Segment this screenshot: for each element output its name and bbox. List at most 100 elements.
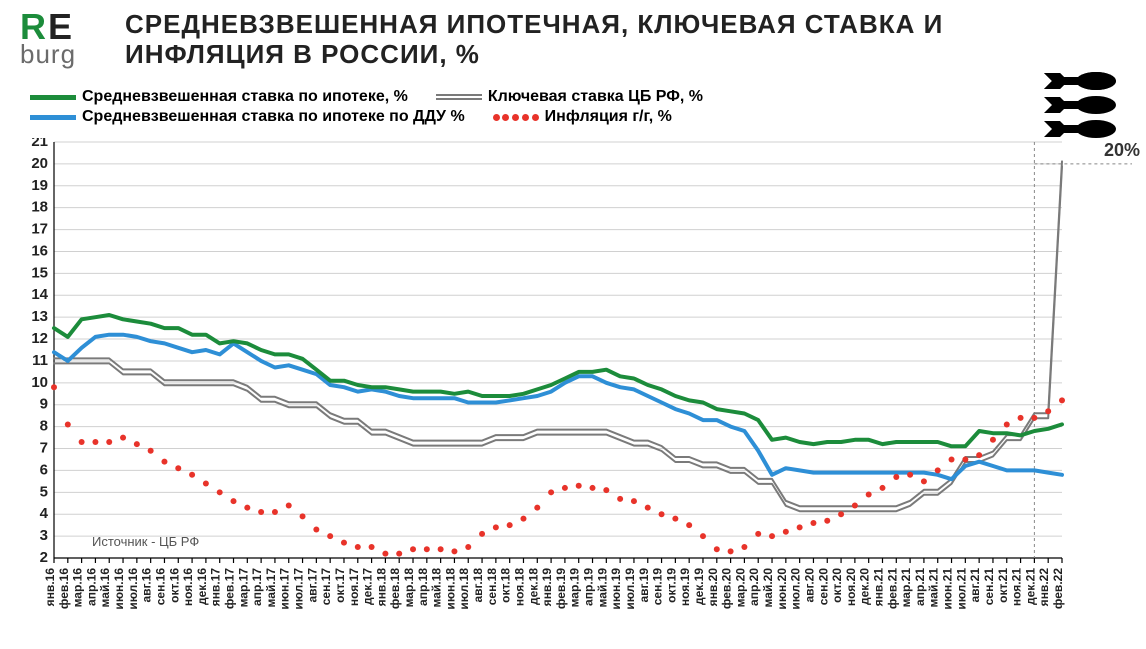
svg-text:окт.17: окт.17 [333, 568, 347, 603]
svg-text:ноя.18: ноя.18 [512, 568, 526, 606]
chart-title: СРЕДНЕВЗВЕШЕННАЯ ИПОТЕЧНАЯ, КЛЮЧЕВАЯ СТА… [125, 10, 1026, 70]
svg-text:3: 3 [40, 527, 48, 544]
svg-text:11: 11 [32, 352, 48, 369]
svg-text:апр.18: апр.18 [416, 568, 430, 606]
svg-text:21: 21 [31, 138, 48, 150]
svg-text:июл.20: июл.20 [789, 568, 803, 610]
svg-text:мар.19: мар.19 [568, 568, 582, 608]
svg-text:сен.19: сен.19 [651, 568, 665, 606]
svg-text:18: 18 [31, 199, 48, 216]
svg-text:авг.17: авг.17 [305, 568, 319, 603]
svg-text:фев.21: фев.21 [885, 568, 899, 609]
svg-text:фев.20: фев.20 [720, 568, 734, 609]
svg-text:8: 8 [40, 418, 48, 435]
svg-text:июн.18: июн.18 [443, 568, 457, 610]
legend-label-inflation: Инфляция г/г, % [545, 108, 672, 126]
svg-text:янв.20: янв.20 [706, 568, 720, 607]
svg-text:ноя.16: ноя.16 [181, 568, 195, 606]
svg-text:янв.22: янв.22 [1037, 568, 1051, 607]
svg-text:ноя.21: ноя.21 [1010, 568, 1024, 606]
svg-text:июл.17: июл.17 [292, 568, 306, 610]
legend-swatch-mortgage [30, 95, 76, 100]
legend: Средневзвешенная ставка по ипотеке, % Кл… [30, 88, 703, 128]
legend-swatch-ddu [30, 115, 76, 120]
bomb-icons [1038, 70, 1128, 142]
svg-text:ноя.19: ноя.19 [678, 568, 692, 606]
svg-text:май.19: май.19 [595, 568, 609, 608]
svg-text:ноя.17: ноя.17 [347, 568, 361, 606]
svg-text:16: 16 [31, 242, 48, 259]
logo-line1: RE [20, 12, 76, 43]
svg-text:окт.20: окт.20 [830, 568, 844, 603]
chart-svg: 23456789101112131415161718192021янв.16фе… [14, 138, 1132, 636]
svg-text:апр.19: апр.19 [582, 568, 596, 606]
svg-text:10: 10 [31, 374, 48, 391]
svg-text:сен.17: сен.17 [319, 568, 333, 606]
svg-text:13: 13 [31, 308, 48, 325]
svg-text:сен.21: сен.21 [982, 568, 996, 606]
svg-text:май.17: май.17 [264, 568, 278, 608]
svg-text:апр.17: апр.17 [250, 568, 264, 606]
svg-text:мар.16: мар.16 [71, 568, 85, 608]
svg-text:мар.18: мар.18 [402, 568, 416, 608]
svg-text:дек.17: дек.17 [361, 568, 375, 605]
svg-text:фев.22: фев.22 [1051, 568, 1065, 609]
svg-text:май.18: май.18 [430, 568, 444, 608]
legend-item-keyrate: Ключевая ставка ЦБ РФ, % [436, 88, 703, 106]
svg-text:дек.20: дек.20 [858, 568, 872, 605]
svg-text:6: 6 [40, 461, 48, 478]
svg-text:12: 12 [31, 330, 48, 347]
svg-text:дек.18: дек.18 [526, 568, 540, 605]
end-value-label: 20% [1104, 140, 1140, 161]
svg-text:дек.19: дек.19 [692, 568, 706, 605]
svg-text:янв.17: янв.17 [209, 568, 223, 607]
svg-text:мар.21: мар.21 [899, 568, 913, 608]
svg-text:7: 7 [40, 439, 48, 456]
svg-text:янв.18: янв.18 [374, 568, 388, 607]
svg-text:20: 20 [31, 155, 48, 172]
svg-text:мар.17: мар.17 [236, 568, 250, 608]
svg-text:авг.16: авг.16 [140, 568, 154, 603]
legend-item-inflation: Инфляция г/г, % [493, 108, 672, 126]
svg-text:окт.16: окт.16 [167, 568, 181, 603]
svg-text:15: 15 [31, 264, 48, 281]
legend-swatch-inflation [493, 113, 539, 121]
svg-text:апр.21: апр.21 [913, 568, 927, 606]
svg-text:сен.16: сен.16 [153, 568, 167, 606]
svg-text:мар.20: мар.20 [733, 568, 747, 608]
svg-text:июл.21: июл.21 [954, 568, 968, 610]
svg-text:апр.20: апр.20 [747, 568, 761, 606]
svg-text:окт.18: окт.18 [499, 568, 513, 603]
svg-text:фев.17: фев.17 [223, 568, 237, 609]
legend-label-ddu: Средневзвешенная ставка по ипотеке по ДД… [82, 108, 465, 126]
source-note: Источник - ЦБ РФ [92, 534, 199, 549]
svg-text:май.20: май.20 [761, 568, 775, 608]
svg-text:2: 2 [40, 549, 48, 566]
svg-text:июн.19: июн.19 [609, 568, 623, 610]
svg-text:дек.21: дек.21 [1023, 568, 1037, 605]
svg-text:июн.16: июн.16 [112, 568, 126, 610]
logo-line2: burg [20, 43, 76, 65]
legend-item-mortgage: Средневзвешенная ставка по ипотеке, % [30, 88, 408, 106]
svg-text:май.16: май.16 [98, 568, 112, 608]
svg-text:апр.16: апр.16 [84, 568, 98, 606]
svg-text:авг.19: авг.19 [637, 568, 651, 603]
svg-text:фев.19: фев.19 [554, 568, 568, 609]
legend-item-ddu: Средневзвешенная ставка по ипотеке по ДД… [30, 108, 465, 126]
svg-text:окт.19: окт.19 [664, 568, 678, 603]
svg-text:ноя.20: ноя.20 [844, 568, 858, 606]
svg-text:авг.21: авг.21 [968, 568, 982, 603]
svg-text:4: 4 [40, 505, 49, 522]
svg-text:янв.21: янв.21 [871, 568, 885, 607]
svg-text:май.21: май.21 [927, 568, 941, 608]
svg-text:фев.16: фев.16 [57, 568, 71, 609]
svg-text:июл.19: июл.19 [623, 568, 637, 610]
svg-text:сен.18: сен.18 [485, 568, 499, 606]
legend-label-keyrate: Ключевая ставка ЦБ РФ, % [488, 88, 703, 106]
legend-label-mortgage: Средневзвешенная ставка по ипотеке, % [82, 88, 408, 106]
svg-text:июл.18: июл.18 [457, 568, 471, 610]
svg-text:янв.19: янв.19 [540, 568, 554, 607]
svg-text:14: 14 [31, 286, 48, 303]
svg-text:авг.20: авг.20 [802, 568, 816, 603]
svg-text:17: 17 [31, 221, 48, 238]
